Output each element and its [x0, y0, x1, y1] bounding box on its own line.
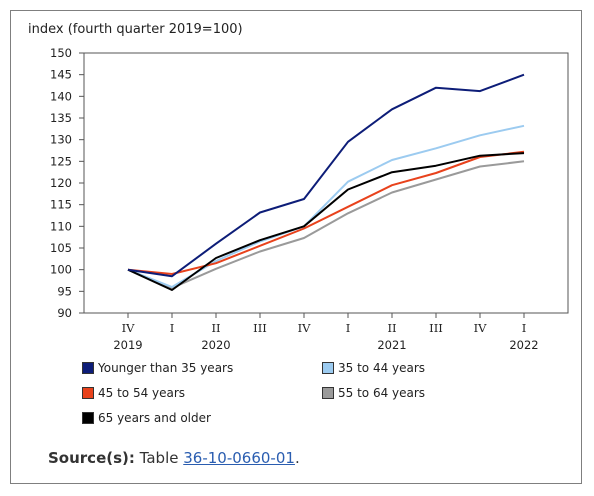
source-note: Source(s): Table 36-10-0660-01. [48, 449, 300, 467]
series-line-3 [127, 150, 525, 275]
x-tick-label: IV [122, 321, 136, 335]
x-tick-label: I [522, 321, 527, 335]
y-tick-label: 95 [57, 284, 72, 298]
x-tick-label: III [253, 321, 267, 335]
y-tick-label: 90 [57, 306, 72, 320]
x-tick-label: II [211, 321, 220, 335]
legend-item: 55 to 64 years [322, 386, 425, 400]
legend-item: 65 years and older [82, 411, 211, 425]
y-axis: 90 95 100 105 110 115 120 125 130 135 140 145 150 [50, 46, 84, 320]
y-tick-label: 110 [50, 219, 72, 233]
legend-item: Younger than 35 years [82, 361, 233, 375]
x-tick-label: I [346, 321, 351, 335]
legend-swatch [82, 412, 94, 424]
x-tick-label: IV [474, 321, 488, 335]
x-year-label: 2019 [113, 338, 142, 352]
series-line-4 [127, 160, 525, 289]
y-tick-label: 125 [50, 154, 72, 168]
legend-swatch [82, 362, 94, 374]
plot-area [83, 52, 569, 314]
y-tick-label: 135 [50, 111, 72, 125]
y-tick-label: 100 [50, 263, 72, 277]
legend-label: 45 to 54 years [98, 386, 186, 400]
x-tick-label: IV [298, 321, 312, 335]
y-tick-label: 150 [50, 46, 72, 60]
legend-swatch [82, 387, 94, 399]
series-lines [127, 73, 525, 291]
legend-label: 35 to 44 years [338, 361, 426, 375]
legend-label: 65 years and older [98, 411, 211, 425]
series-line-1 [127, 73, 525, 278]
legend-label: 55 to 64 years [338, 386, 426, 400]
legend-item: 35 to 44 years [322, 361, 425, 375]
x-year-label: 2020 [201, 338, 230, 352]
y-axis-title: index (fourth quarter 2019=100) [28, 22, 243, 37]
source-table-link[interactable]: 36-10-0660-01 [183, 449, 295, 467]
y-tick-label: 130 [50, 133, 72, 147]
y-tick-label: 120 [50, 176, 72, 190]
legend-swatch [322, 387, 334, 399]
legend-item: 45 to 54 years [82, 386, 185, 400]
x-tick-label: I [170, 321, 175, 335]
series-line-5 [127, 152, 525, 291]
y-tick-label: 140 [50, 89, 72, 103]
x-tick-label: II [387, 321, 396, 335]
source-text: Table [139, 449, 179, 467]
x-year-label: 2022 [509, 338, 538, 352]
source-label: Source(s): [48, 449, 135, 467]
y-tick-label: 115 [50, 198, 72, 212]
source-suffix: . [294, 449, 300, 467]
legend-label: Younger than 35 years [98, 361, 234, 375]
y-tick-label: 145 [50, 68, 72, 82]
x-tick-label: III [429, 321, 443, 335]
y-tick-label: 105 [50, 241, 72, 255]
legend-swatch [322, 362, 334, 374]
x-year-label: 2021 [377, 338, 406, 352]
